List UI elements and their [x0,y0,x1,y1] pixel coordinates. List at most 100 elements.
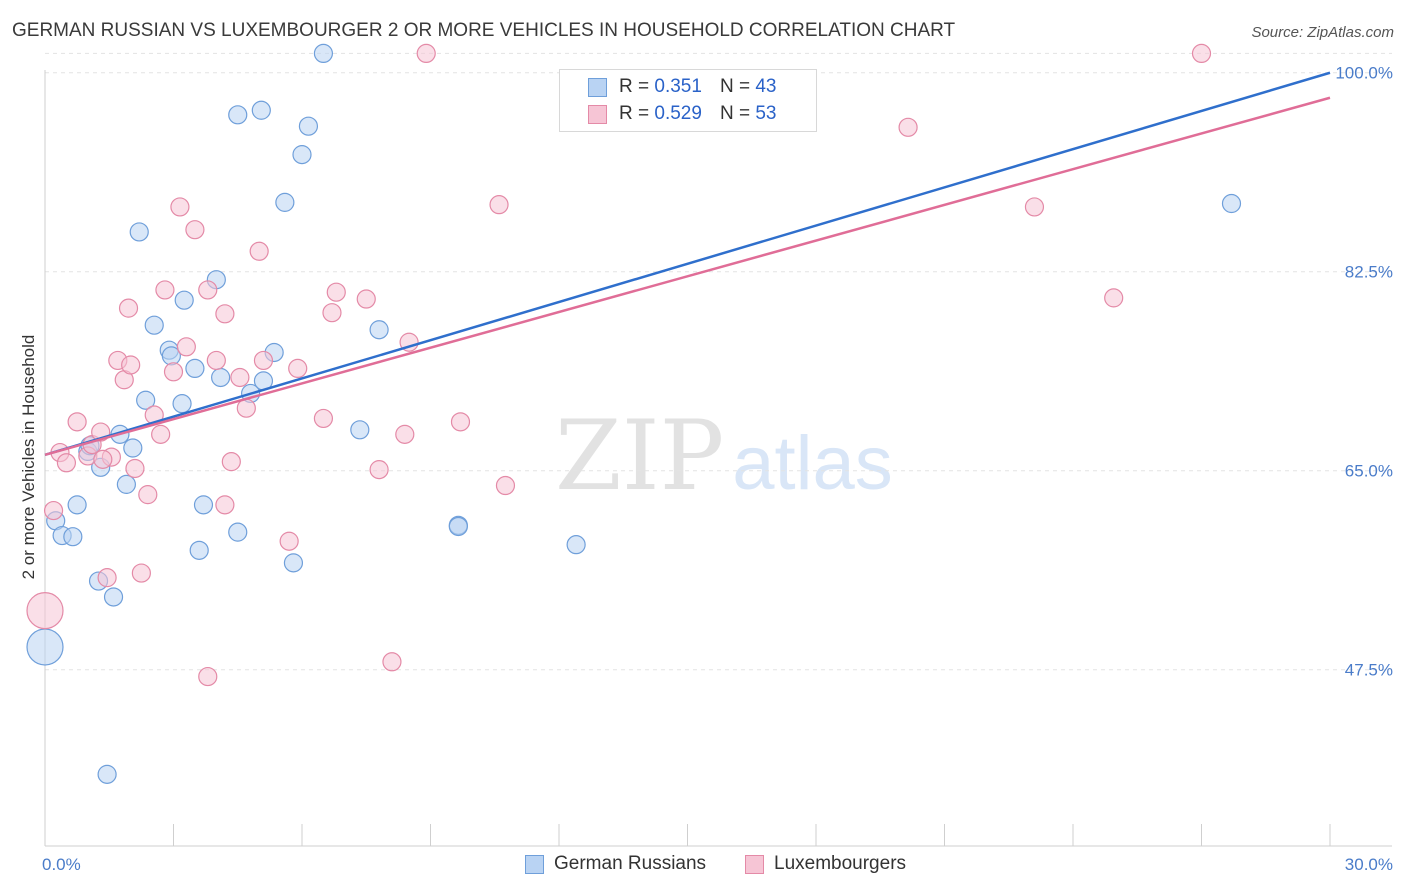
luxembourger-point [155,280,175,300]
german-russian-point [172,394,192,414]
german-russian-point [566,535,586,555]
german-russian-point [283,553,304,573]
luxembourger-point [138,485,158,505]
german-russian-point [174,290,194,310]
legend-n-value: 43 [755,76,777,97]
legend-r-value: 0.529 [654,103,702,124]
y-axis-label: 2 or more Vehicles in Household [19,335,38,580]
luxembourger-point [26,592,64,630]
luxembourger-point [369,460,389,480]
german-russian-point [67,495,87,515]
legend-n-value: 53 [755,103,777,124]
luxembourger-point [170,197,190,217]
german-russian-point [228,105,248,125]
bottom-legend-label: Luxembourgers [774,853,907,874]
german-russian-point [103,587,124,607]
german-russian-point [63,527,83,547]
german-russian-point [1221,193,1242,214]
y-tick-label: 82.5% [1345,263,1393,282]
german-russian-point [116,474,136,494]
luxembourger-point [1024,197,1045,217]
german-russian-point [275,192,295,212]
luxembourger-point [416,43,436,64]
luxembourger-point [495,475,516,496]
german-russian-point [185,358,205,378]
luxembourger-point [326,282,346,302]
legend-swatch-blue [588,77,607,97]
x-tick-label: 0.0% [42,855,81,874]
german-russian-point [251,100,271,120]
german-russian-point [144,315,164,335]
german-russian-point [369,320,389,340]
luxembourger-point [322,303,342,323]
trend-lines [44,71,1331,457]
luxembourger-point [97,568,117,588]
legend-row-luxembourgers: R = 0.529 N = 53 [588,102,776,126]
luxembourger-point [121,355,141,375]
watermark-atlas: atlas [732,421,893,506]
tick-labels: 47.5% 65.0% 82.5% 100.0% 0.0% 30.0% [42,64,1393,874]
axes [44,70,1392,847]
luxembourger-point [176,337,196,357]
y-tick-label: 47.5% [1345,661,1393,680]
legend-n-label: N = [719,103,751,124]
german-russian-point [189,540,209,560]
luxembourger-point [163,362,184,382]
correlation-legend: R = 0.351 N = 43 R = 0.529 N = 53 [559,69,817,132]
legend-row-german-russians: R = 0.351 N = 43 [588,75,776,99]
luxembourger-point [118,298,139,318]
watermark-zip: ZIP [555,400,725,512]
legend-r-label: R = [619,103,650,124]
luxembourger-point [185,220,205,240]
german-russian-point [448,516,468,537]
gridlines [45,52,1392,671]
chart-title: GERMAN RUSSIAN VS LUXEMBOURGER 2 OR MORE… [12,20,956,41]
german-russian-point [26,628,64,666]
y-tick-label: 100.0% [1335,64,1393,83]
luxembourger-point [67,412,87,432]
german-russian-point [193,495,214,515]
german-russian-point [298,116,319,136]
luxembourger-point [253,350,274,371]
bottom-legend-luxembourgers: Luxembourgers [745,852,906,876]
watermark: ZIP atlas [555,400,893,512]
luxembourger-point [489,195,509,215]
luxembourger-point [215,495,235,515]
luxembourger-point [125,458,145,479]
german-russian-point [211,367,231,388]
luxembourger-point [356,289,376,309]
german-russian-point [228,522,248,542]
luxembourger-point [1191,43,1212,64]
luxembourger-point [313,408,334,429]
source-credit: Source: ZipAtlas.com [1251,24,1394,41]
luxembourger-point [230,367,250,388]
german-russian-point [350,420,370,440]
luxembourger-point [43,500,64,521]
trend-line-german-russians [44,71,1331,457]
luxembourger-point [93,449,113,469]
legend-swatch-pink [588,104,607,124]
luxembourger-point [249,241,269,261]
luxembourger-point [898,117,918,137]
luxembourger-point [198,666,218,687]
bottom-legend-swatch-blue [525,854,544,874]
german-russian-point [292,145,312,165]
legend-n-label: N = [719,76,751,97]
luxembourger-point [450,412,471,432]
german-russian-point [97,764,117,784]
luxembourger-point [56,453,77,473]
legend-r-label: R = [619,76,650,97]
luxembourger-point [288,358,308,378]
german-russian-point [136,390,156,410]
legend-r-value: 0.351 [654,76,702,97]
luxembourger-point [1104,288,1124,308]
luxembourger-point [151,424,171,444]
luxembourger-point [221,452,241,472]
trend-line-luxembourgers [44,96,1331,457]
luxembourger-point [198,280,218,300]
y-tick-label: 65.0% [1345,462,1393,481]
bottom-legend-swatch-pink [745,854,764,874]
german-russian-point [313,43,334,64]
luxembourger-point [382,652,402,672]
